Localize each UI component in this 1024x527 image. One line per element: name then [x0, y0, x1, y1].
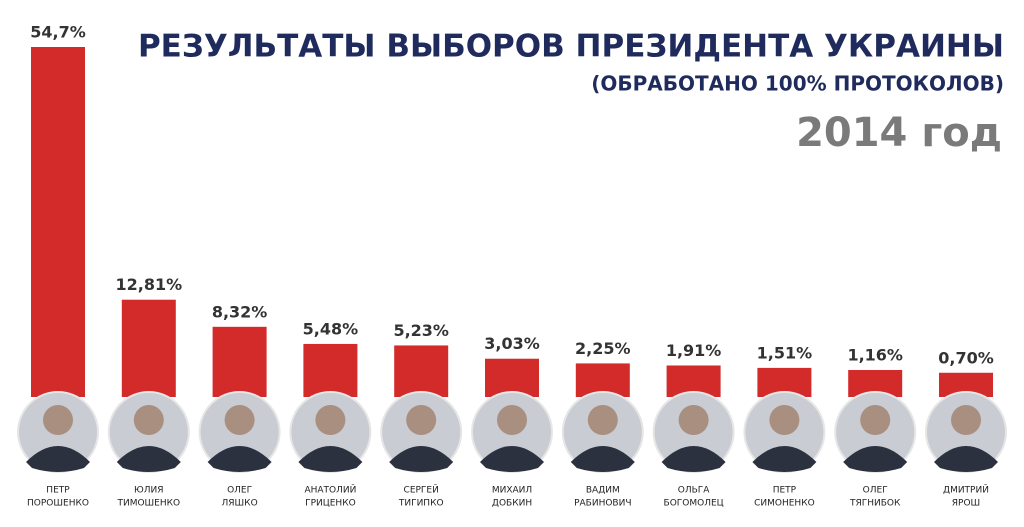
- candidate-last-name: ЯРОШ: [952, 499, 980, 509]
- candidate-first-name: ЮЛИЯ: [134, 486, 163, 496]
- candidate-first-name: ДМИТРИЙ: [943, 484, 989, 496]
- value-label: 1,91%: [666, 341, 722, 360]
- candidate-first-name: ПЕТР: [773, 486, 797, 496]
- candidate-last-name: СИМОНЕНКО: [754, 499, 815, 509]
- bar: [485, 358, 539, 397]
- candidate-first-name: МИХАИЛ: [492, 486, 532, 496]
- candidate-last-name: ПОРОШЕНКО: [27, 499, 89, 509]
- photo-body: [752, 446, 817, 472]
- chart-subtitle: (ОБРАБОТАНО 100% ПРОТОКОЛОВ): [591, 72, 1004, 96]
- photo-head: [43, 405, 73, 435]
- photo-head: [406, 405, 437, 435]
- value-label: 8,32%: [212, 302, 268, 321]
- year-label: 2014 год: [796, 110, 1002, 156]
- photo-body: [298, 446, 363, 472]
- candidate-first-name: ПЕТР: [46, 486, 70, 496]
- value-label: 5,48%: [303, 319, 359, 338]
- candidate-last-name: ЛЯШКО: [222, 499, 258, 509]
- bar: [121, 299, 176, 397]
- bar: [212, 326, 267, 397]
- candidate-first-name: ОЛЕГ: [227, 486, 252, 496]
- photo-body: [207, 446, 272, 472]
- candidate-first-name: ВАДИМ: [586, 486, 620, 496]
- candidate-first-name: ОЛЕГ: [863, 486, 888, 496]
- photo-body: [934, 446, 998, 472]
- photo-head: [133, 405, 164, 435]
- photo-body: [26, 446, 90, 472]
- value-label: 3,03%: [484, 334, 540, 353]
- candidate-last-name: ТЯГНИБОК: [849, 499, 901, 509]
- photo-body: [480, 446, 544, 472]
- value-label: 5,23%: [393, 321, 449, 340]
- candidate-last-name: ГРИЦЕНКО: [305, 499, 356, 509]
- candidate-first-name: АНАТОЛИЙ: [304, 484, 356, 496]
- candidate-last-name: ТИМОШЕНКО: [116, 499, 180, 509]
- candidate-last-name: ДОБКИН: [492, 499, 532, 509]
- chart-title: РЕЗУЛЬТАТЫ ВЫБОРОВ ПРЕЗИДЕНТА УКРАИНЫ: [138, 29, 1004, 65]
- candidate-last-name: ТИГИПКО: [398, 499, 444, 509]
- photo-head: [224, 405, 255, 435]
- photo-body: [843, 446, 908, 472]
- value-label: 1,16%: [847, 346, 903, 365]
- bar: [394, 345, 449, 397]
- photo-head: [678, 405, 709, 435]
- candidate-first-name: ОЛЬГА: [678, 486, 711, 496]
- photo-body: [570, 446, 635, 472]
- photo-body: [116, 446, 181, 472]
- candidate-first-name: СЕРГЕЙ: [404, 484, 439, 496]
- value-label: 0,70%: [938, 348, 994, 367]
- photo-head: [769, 405, 800, 435]
- value-label: 2,25%: [575, 339, 631, 358]
- photo-head: [315, 405, 346, 435]
- value-label: 54,7%: [30, 23, 86, 42]
- photo-body: [389, 446, 454, 472]
- photo-body: [661, 446, 726, 472]
- candidate-last-name: РАБИНОВИЧ: [574, 499, 631, 509]
- photo-head: [497, 405, 527, 435]
- bar: [303, 343, 358, 397]
- value-label: 12,81%: [115, 275, 182, 294]
- candidate-last-name: БОГОМОЛЕЦ: [664, 499, 724, 509]
- value-label: 1,51%: [757, 343, 813, 362]
- photo-head: [951, 405, 981, 435]
- photo-head: [860, 405, 891, 435]
- photo-head: [587, 405, 618, 435]
- bar: [31, 47, 85, 397]
